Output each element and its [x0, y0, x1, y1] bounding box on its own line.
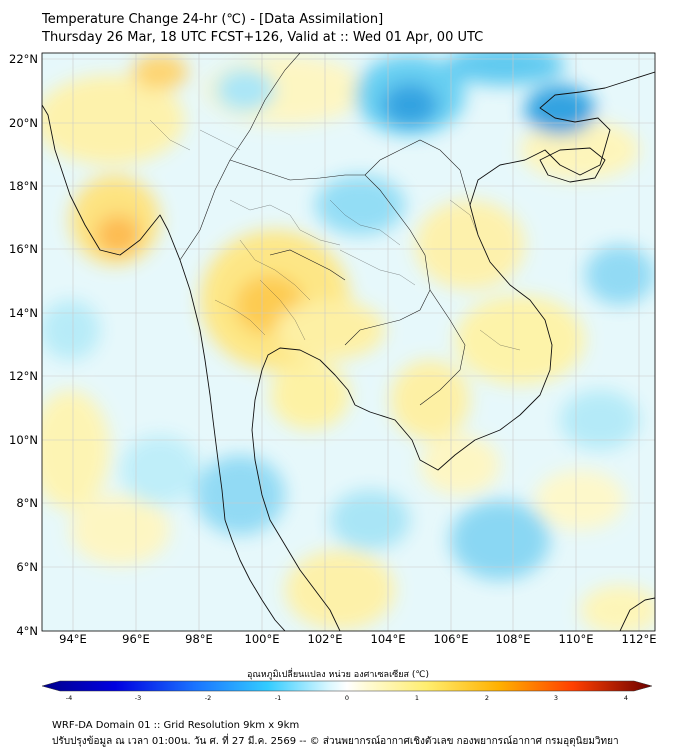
lon-label: 102°E [307, 632, 343, 646]
map-frame [41, 52, 656, 632]
province-lines [149, 119, 521, 351]
colorbar-tick: 2 [484, 694, 490, 702]
footer-model-info: WRF-DA Domain 01 :: Grid Resolution 9km … [52, 720, 300, 731]
colorbar-tick: -4 [65, 694, 73, 702]
footer-credit: ปรับปรุงข้อมูล ณ เวลา 01:00น. วัน ศ. ที่… [52, 736, 619, 747]
temperature-field [42, 53, 655, 631]
map-title: Temperature Change 24-hr (℃) - [Data Ass… [42, 12, 384, 27]
country-borders [179, 53, 471, 406]
colorbar-tick: 4 [623, 694, 629, 702]
colorbar-tick: 0 [344, 694, 350, 702]
map-subtitle: Thursday 26 Mar, 18 UTC FCST+126, Valid … [42, 30, 484, 45]
colorbar-tick: -3 [134, 694, 142, 702]
lon-label: 98°E [185, 632, 213, 646]
colorbar-tick: 3 [553, 694, 559, 702]
lon-label: 100°E [244, 632, 280, 646]
lon-label: 108°E [495, 632, 531, 646]
lon-label: 110°E [558, 632, 594, 646]
lat-label: 8°N [16, 496, 38, 510]
lat-label: 16°N [9, 242, 38, 256]
lon-label: 112°E [621, 632, 657, 646]
colorbar-tick: -2 [204, 694, 212, 702]
lat-label: 18°N [9, 179, 38, 193]
lat-label: 4°N [16, 624, 38, 638]
colorbar-ticks: -4 -3 -2 -1 0 1 2 3 4 [0, 694, 676, 704]
lon-label: 96°E [122, 632, 150, 646]
lat-label: 22°N [9, 52, 38, 66]
colorbar-tick: 1 [414, 694, 420, 702]
lat-label: 12°N [9, 369, 38, 383]
colorbar-title: อุณหภูมิเปลี่ยนแปลง หน่วย องศาเซลเซียส (… [246, 670, 430, 680]
lon-label: 94°E [59, 632, 87, 646]
lat-label: 6°N [16, 560, 38, 574]
lat-label: 14°N [9, 306, 38, 320]
lat-label: 10°N [9, 433, 38, 447]
lon-label: 106°E [433, 632, 469, 646]
lat-label: 20°N [9, 116, 38, 130]
colorbar-tick: -1 [274, 694, 282, 702]
lon-label: 104°E [370, 632, 406, 646]
colorbar [41, 680, 653, 692]
coastline [42, 71, 655, 631]
